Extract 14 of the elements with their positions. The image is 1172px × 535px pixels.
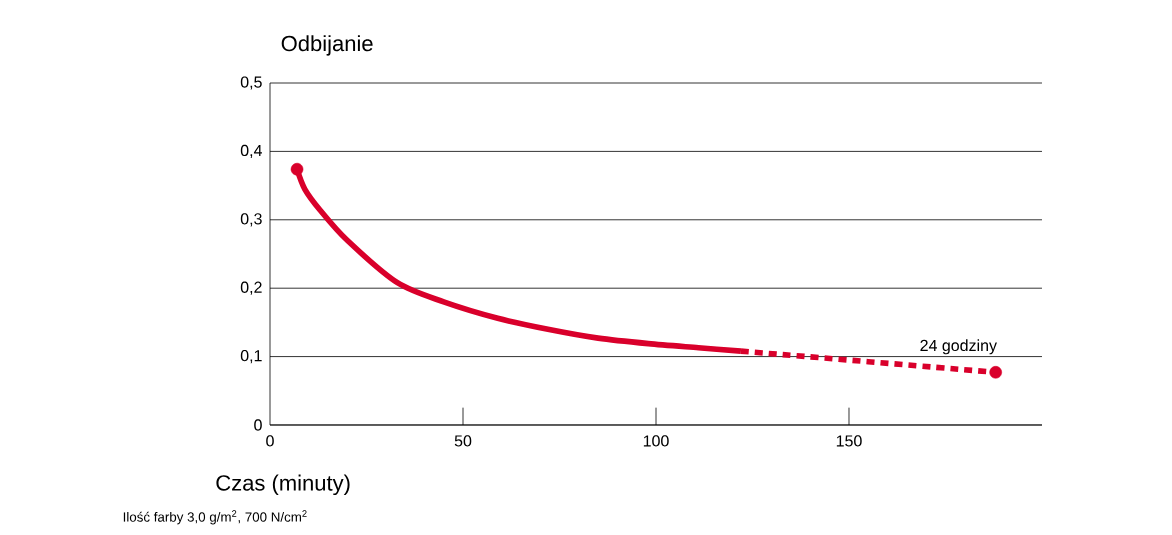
y-axis-title: Odbijanie — [281, 35, 373, 56]
y-tick-label: 0,4 — [240, 144, 262, 159]
y-tick-label: 0,2 — [240, 281, 262, 295]
x-tick-label: 50 — [454, 435, 472, 447]
x-axis-title: Czas (minuty) — [216, 474, 350, 496]
y-tick-label: 0,1 — [240, 349, 262, 364]
x-tick-label: 0 — [266, 435, 274, 447]
annotation: 24 godziny — [920, 339, 997, 355]
y-tick-label: 0,3 — [240, 213, 262, 227]
y-tick-label: 0,5 — [240, 76, 262, 90]
x-tick-label: 100 — [643, 435, 669, 447]
x-tick-label: 150 — [836, 435, 862, 447]
y-tick-label: 0 — [254, 419, 262, 431]
text: Ilość farby 3,0 g/m$^{2}$, 700 N/cm$^{2}$ — [123, 510, 307, 525]
